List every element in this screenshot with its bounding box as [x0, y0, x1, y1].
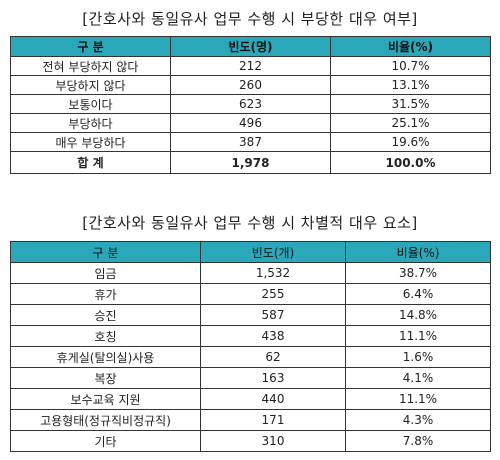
frequency-cell: 496	[170, 113, 331, 133]
frequency-cell: 212	[170, 56, 331, 76]
table-row: 매우 부당하다 387 19.6%	[10, 132, 491, 152]
category-cell: 기타	[10, 430, 201, 452]
table2-title: [간호사와 동일유사 업무 수행 시 차별적 대우 요소]	[82, 214, 418, 232]
header-frequency: 빈도(명)	[170, 36, 331, 57]
table-row: 부당하다 496 25.1%	[10, 113, 491, 133]
total-label: 합 계	[10, 151, 171, 174]
frequency-cell: 62	[200, 346, 346, 368]
table-row: 휴게실(탈의실)사용 62 1.6%	[10, 346, 491, 368]
frequency-cell: 163	[200, 367, 346, 389]
category-cell: 복장	[10, 367, 201, 389]
ratio-cell: 38.7%	[345, 262, 491, 284]
ratio-cell: 4.1%	[345, 367, 491, 389]
discrimination-factors-table: 구 분 빈도(개) 비율(%) 임금 1,532 38.7% 휴가 255 6.…	[10, 241, 491, 452]
header-frequency: 빈도(개)	[200, 241, 346, 263]
ratio-cell: 31.5%	[330, 94, 491, 114]
table-row: 기타 310 7.8%	[10, 430, 491, 452]
total-row: 합 계 1,978 100.0%	[10, 151, 491, 174]
frequency-cell: 587	[200, 304, 346, 326]
category-cell: 부당하지 않다	[10, 75, 171, 95]
table-row: 부당하지 않다 260 13.1%	[10, 75, 491, 95]
table-row: 보수교육 지원 440 11.1%	[10, 388, 491, 410]
ratio-cell: 1.6%	[345, 346, 491, 368]
unfair-treatment-table: 구 분 빈도(명) 비율(%) 전혀 부당하지 않다 212 10.7% 부당하…	[10, 36, 491, 174]
table-row: 전혀 부당하지 않다 212 10.7%	[10, 56, 491, 76]
frequency-cell: 623	[170, 94, 331, 114]
ratio-cell: 11.1%	[345, 325, 491, 347]
ratio-cell: 14.8%	[345, 304, 491, 326]
ratio-cell: 10.7%	[330, 56, 491, 76]
frequency-cell: 310	[200, 430, 346, 452]
table-row: 고용형태(정규직비정규직) 171 4.3%	[10, 409, 491, 431]
total-frequency: 1,978	[170, 151, 331, 174]
table-row: 복장 163 4.1%	[10, 367, 491, 389]
frequency-cell: 440	[200, 388, 346, 410]
table1-title: [간호사와 동일유사 업무 수행 시 부당한 대우 여부]	[82, 10, 418, 28]
frequency-cell: 171	[200, 409, 346, 431]
ratio-cell: 25.1%	[330, 113, 491, 133]
category-cell: 보통이다	[10, 94, 171, 114]
category-cell: 휴가	[10, 283, 201, 305]
ratio-cell: 19.6%	[330, 132, 491, 152]
header-ratio: 비율(%)	[330, 36, 491, 57]
table-row: 호칭 438 11.1%	[10, 325, 491, 347]
header-category: 구 분	[10, 36, 171, 57]
frequency-cell: 387	[170, 132, 331, 152]
table-row: 승진 587 14.8%	[10, 304, 491, 326]
frequency-cell: 260	[170, 75, 331, 95]
ratio-cell: 6.4%	[345, 283, 491, 305]
table-header-row: 구 분 빈도(명) 비율(%)	[10, 36, 491, 57]
category-cell: 부당하다	[10, 113, 171, 133]
frequency-cell: 438	[200, 325, 346, 347]
category-cell: 임금	[10, 262, 201, 284]
header-category: 구 분	[10, 241, 201, 263]
category-cell: 호칭	[10, 325, 201, 347]
ratio-cell: 13.1%	[330, 75, 491, 95]
frequency-cell: 255	[200, 283, 346, 305]
table-header-row: 구 분 빈도(개) 비율(%)	[10, 241, 491, 263]
ratio-cell: 4.3%	[345, 409, 491, 431]
frequency-cell: 1,532	[200, 262, 346, 284]
table-row: 휴가 255 6.4%	[10, 283, 491, 305]
category-cell: 고용형태(정규직비정규직)	[10, 409, 201, 431]
category-cell: 승진	[10, 304, 201, 326]
table-row: 임금 1,532 38.7%	[10, 262, 491, 284]
category-cell: 전혀 부당하지 않다	[10, 56, 171, 76]
header-ratio: 비율(%)	[345, 241, 491, 263]
total-ratio: 100.0%	[330, 151, 491, 174]
category-cell: 보수교육 지원	[10, 388, 201, 410]
ratio-cell: 11.1%	[345, 388, 491, 410]
category-cell: 매우 부당하다	[10, 132, 171, 152]
table-row: 보통이다 623 31.5%	[10, 94, 491, 114]
ratio-cell: 7.8%	[345, 430, 491, 452]
category-cell: 휴게실(탈의실)사용	[10, 346, 201, 368]
